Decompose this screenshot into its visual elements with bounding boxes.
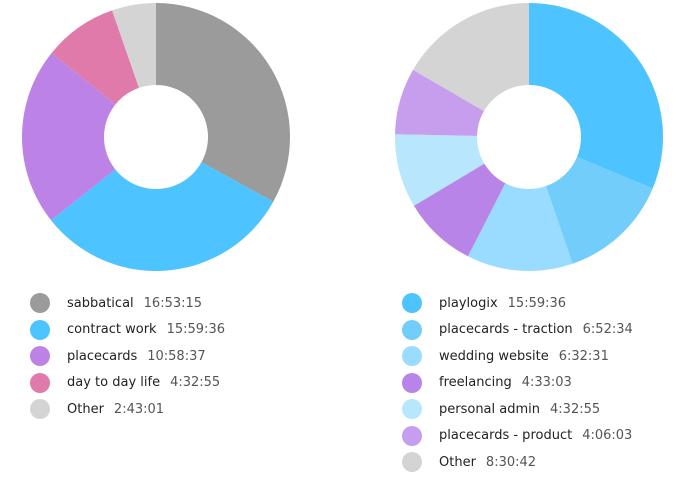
legend-value: 15:59:36	[507, 295, 567, 311]
donut-slice	[529, 3, 663, 189]
legend-swatch	[30, 346, 50, 367]
legend-label: personal admin	[439, 401, 541, 417]
legend-item: contract work 15:59:36	[30, 317, 225, 344]
legend-label: wedding website	[439, 348, 549, 364]
legend-swatch	[402, 425, 422, 446]
legend-swatch	[30, 293, 50, 314]
legend-value: 10:58:37	[147, 348, 206, 364]
donut-slice	[21, 52, 116, 221]
legend-swatch	[402, 399, 422, 420]
legend-swatch	[402, 372, 422, 393]
legend-item: placecards - traction 6:52:34	[402, 317, 633, 344]
donut-slice	[545, 157, 653, 264]
legend-item: placecards 10:58:37	[30, 343, 225, 370]
legend-label: Other	[67, 401, 104, 417]
legend-label: placecards	[67, 348, 138, 364]
legend-item: placecards - product 4:06:03	[402, 423, 633, 450]
legend-value: 4:06:03	[582, 428, 633, 444]
legend-item: personal admin 4:32:55	[402, 396, 633, 423]
legend-item: Other 8:30:42	[402, 449, 633, 476]
legend-item: sabbatical 16:53:15	[30, 290, 225, 317]
legend-value: 4:32:55	[170, 375, 221, 391]
donut-slice	[51, 10, 139, 105]
legend-label: Other	[439, 454, 476, 470]
legend-swatch	[30, 399, 50, 420]
legend-swatch	[402, 452, 422, 473]
donut-slice	[395, 69, 484, 136]
legend-value: 4:32:55	[550, 401, 601, 417]
legend-label: placecards - traction	[439, 322, 573, 338]
donut-slice	[112, 3, 156, 88]
legend-item: Other 2:43:01	[30, 396, 225, 423]
legend-value: 6:52:34	[582, 322, 633, 338]
legend-label: playlogix	[439, 295, 498, 311]
legend-label: placecards - product	[439, 428, 573, 444]
legend-swatch	[30, 319, 50, 340]
legend-item: freelancing 4:33:03	[402, 370, 633, 397]
legend-value: 2:43:01	[113, 401, 165, 417]
legend-item: day to day life 4:32:55	[30, 370, 225, 397]
legend-swatch	[30, 372, 50, 393]
legend-swatch	[402, 346, 422, 367]
legend-value: 8:30:42	[485, 454, 537, 470]
legend-value: 15:59:36	[166, 322, 225, 338]
donut-slice	[395, 134, 485, 206]
legend-item: wedding website 6:32:31	[402, 343, 633, 370]
legend-value: 16:53:15	[143, 295, 203, 311]
legend-label: contract work	[67, 322, 157, 338]
legend-value: 6:32:31	[558, 348, 609, 364]
legend-label: sabbatical	[67, 295, 134, 311]
donut-slice	[51, 162, 274, 271]
legend-label: freelancing	[439, 375, 512, 391]
donut-slice	[156, 3, 290, 202]
donut-slice	[413, 163, 506, 257]
donut-slice	[413, 3, 529, 111]
legend-label: day to day life	[67, 375, 161, 391]
legend-value: 4:33:03	[521, 375, 572, 391]
legend-swatch	[402, 319, 422, 340]
charts	[21, 3, 663, 271]
legend: playlogix 15:59:36 placecards - traction 6:…	[402, 290, 633, 476]
legend: sabbatical 16:53:15 contract work 15:59:36 p…	[30, 290, 225, 423]
legend-item: playlogix 15:59:36	[402, 290, 633, 317]
donut-slice	[467, 183, 573, 271]
legend-swatch	[402, 293, 422, 314]
